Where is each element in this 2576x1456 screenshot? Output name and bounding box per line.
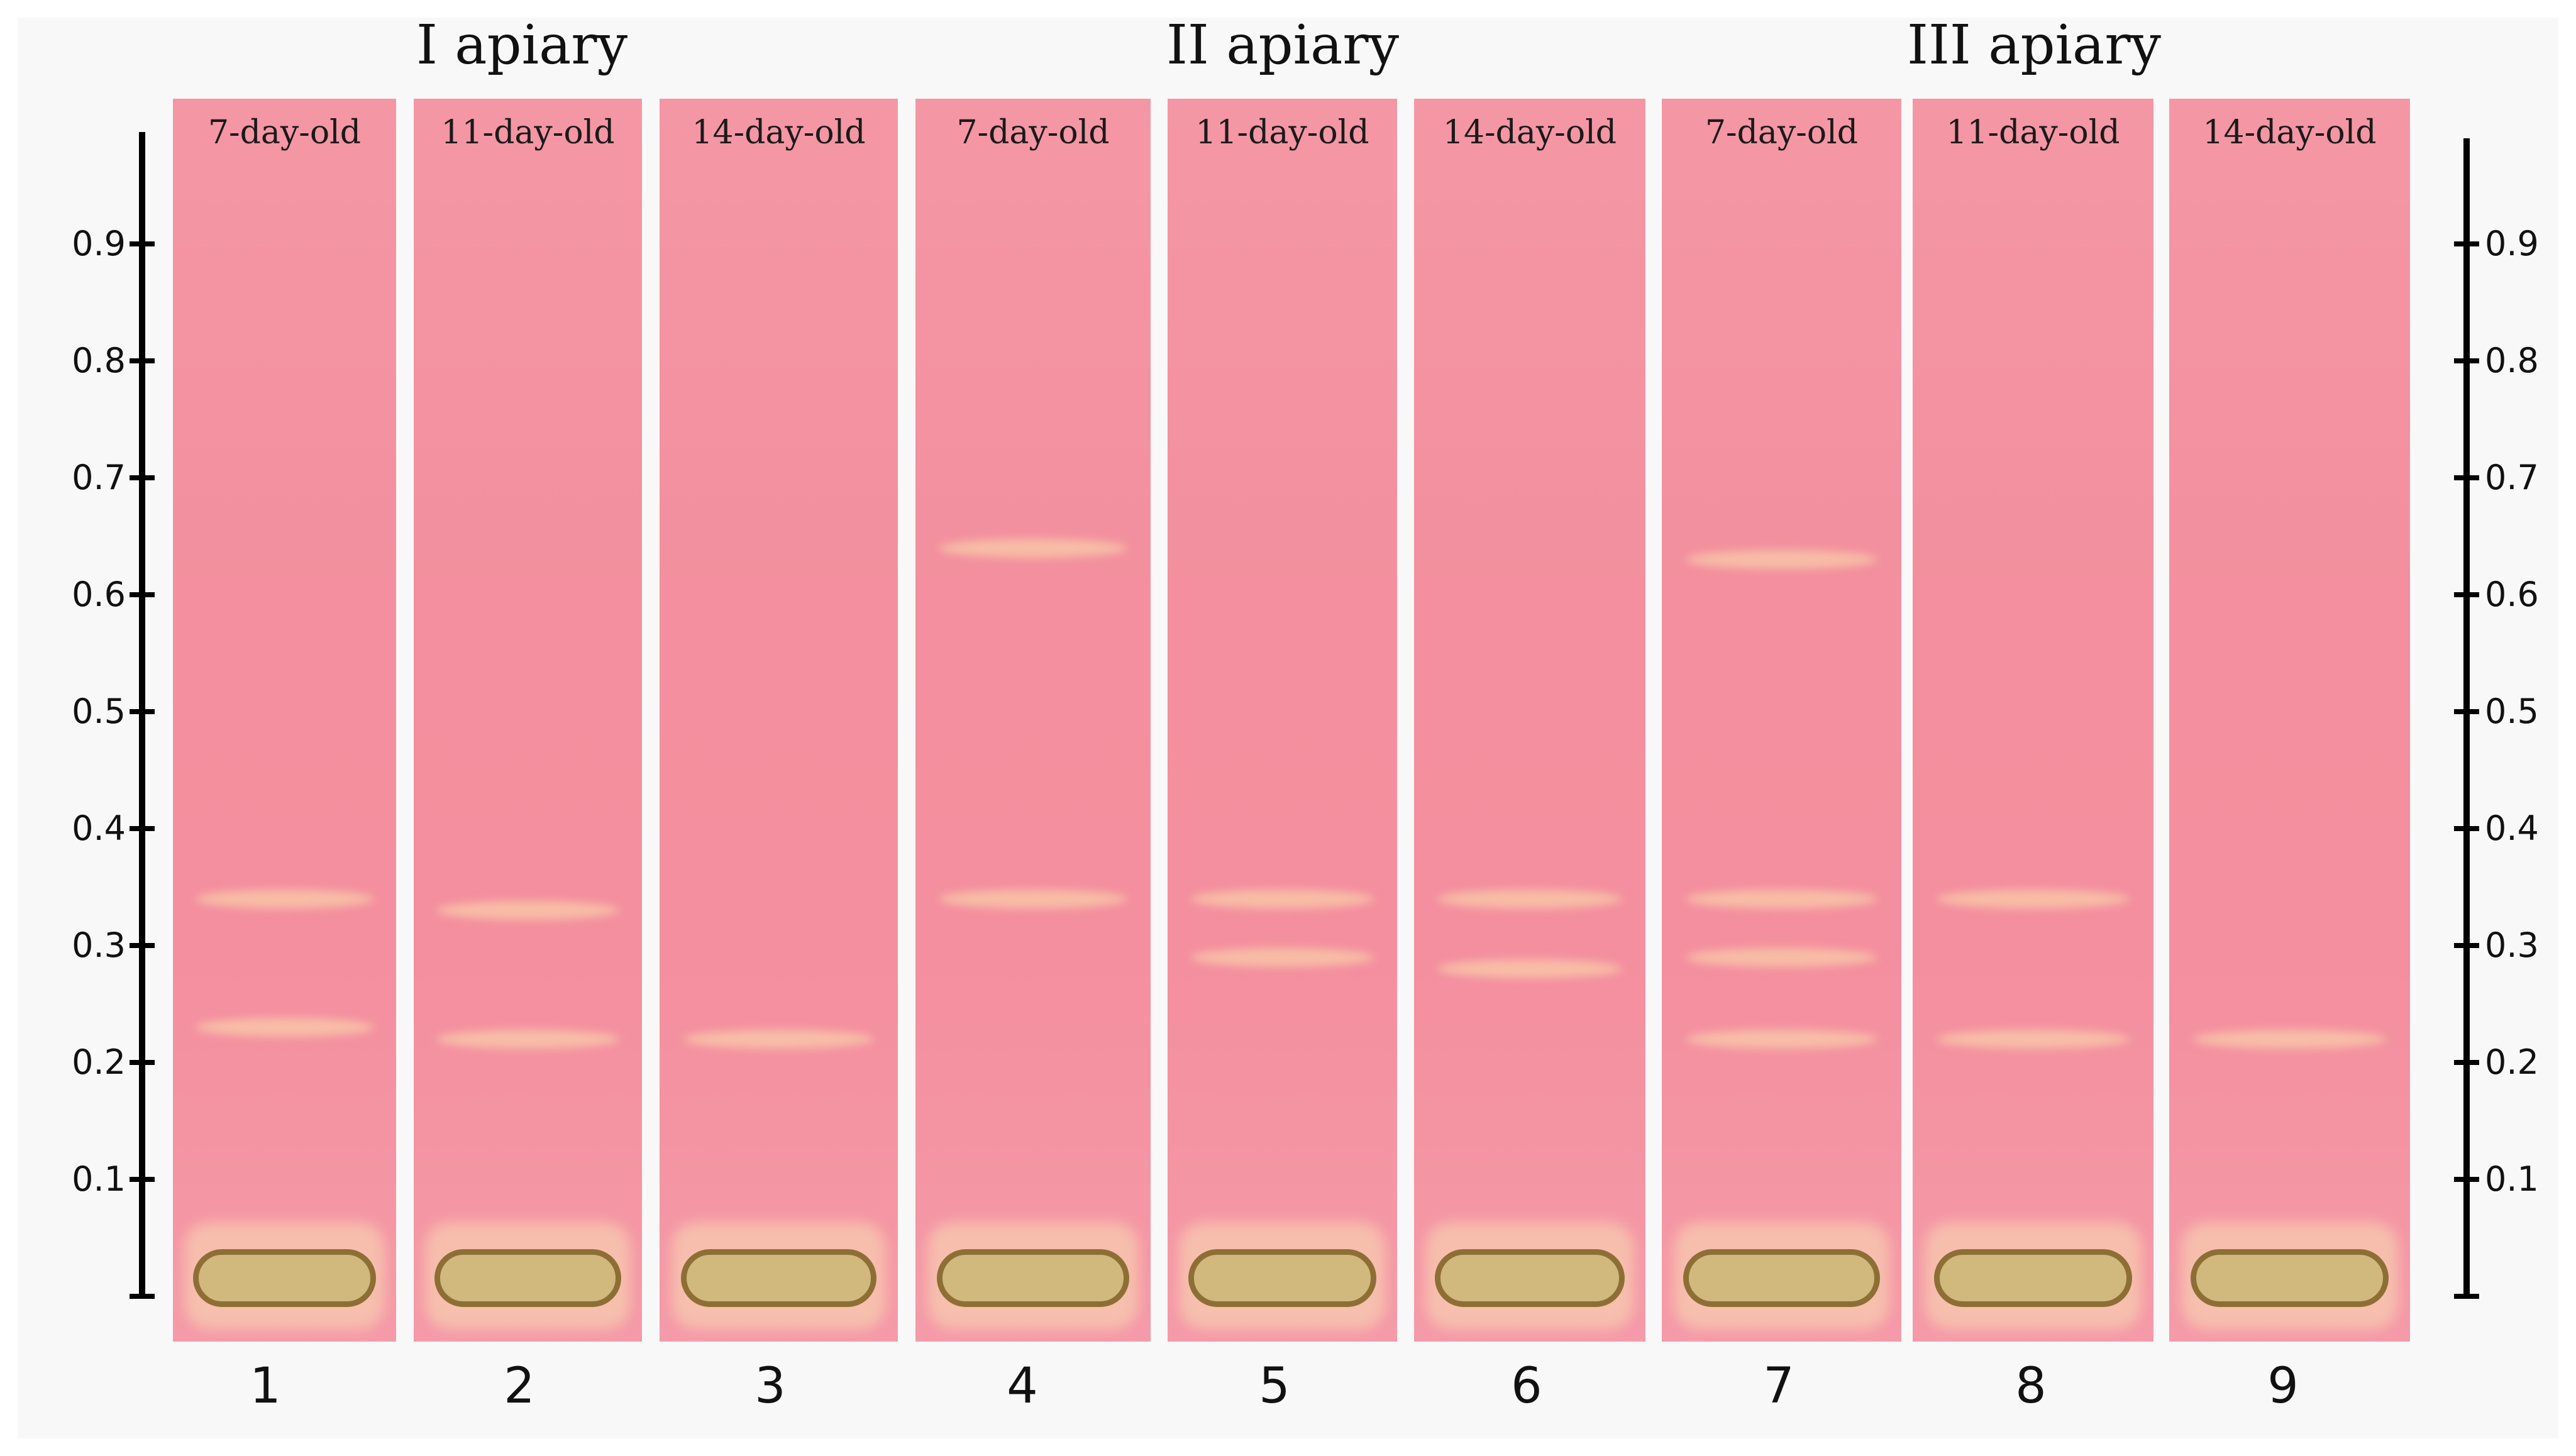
tlc-band	[436, 901, 619, 920]
lane-8: 11-day-old	[1913, 99, 2153, 1342]
lane-3: 14-day-old	[660, 99, 898, 1342]
tlc-band	[195, 889, 374, 908]
tlc-band	[2193, 1029, 2386, 1049]
left-axis-tick	[130, 709, 155, 714]
right-axis-label: 0.1	[2485, 1159, 2539, 1199]
lane-label: 7-day-old	[1705, 114, 1859, 152]
lane-1: 7-day-old	[173, 99, 396, 1342]
lane-6: 14-day-old	[1414, 99, 1645, 1342]
right-axis-label: 0.5	[2485, 692, 2539, 731]
tlc-band	[1686, 889, 1877, 908]
right-axis-label: 0.7	[2485, 458, 2539, 497]
left-axis-label: 0.9	[72, 224, 126, 263]
left-axis-label: 0.2	[72, 1042, 126, 1082]
lane-label: 11-day-old	[441, 114, 615, 152]
lane-label: 14-day-old	[1442, 114, 1617, 152]
left-axis-label: 0.7	[72, 458, 126, 497]
lane-number-8: 8	[2015, 1358, 2047, 1415]
lane-number-3: 3	[755, 1358, 786, 1415]
origin-spot	[2191, 1249, 2389, 1307]
left-axis-tick	[130, 475, 155, 480]
tlc-band	[1686, 947, 1877, 967]
right-axis-tick	[2454, 1177, 2479, 1182]
left-axis-tick	[130, 1060, 155, 1065]
left-axis-tick	[130, 943, 155, 948]
apiary-title-1: I apiary	[416, 14, 628, 77]
left-axis-label: 0.6	[72, 575, 126, 614]
lane-number-9: 9	[2267, 1358, 2299, 1415]
left-axis-label: 0.8	[72, 341, 126, 380]
lane-number-4: 4	[1007, 1358, 1038, 1415]
origin-spot	[1683, 1249, 1880, 1307]
lane-number-2: 2	[504, 1358, 535, 1415]
origin-spot	[681, 1249, 876, 1307]
tlc-band	[1437, 959, 1623, 979]
right-axis-label: 0.6	[2485, 575, 2539, 614]
right-axis-tick	[2454, 1060, 2479, 1065]
tlc-band	[1190, 889, 1374, 908]
origin-spot	[936, 1249, 1130, 1307]
right-axis-tick	[2454, 826, 2479, 831]
lane-label: 7-day-old	[207, 114, 362, 152]
right-axis-tick	[2454, 475, 2479, 480]
left-axis-label: 0.4	[72, 808, 126, 848]
right-axis-label: 0.9	[2485, 224, 2539, 263]
right-axis-tick	[2454, 1294, 2479, 1299]
right-axis-tick	[2454, 358, 2479, 363]
lane-label: 7-day-old	[956, 114, 1110, 152]
tlc-band	[939, 889, 1127, 908]
left-axis-tick	[130, 241, 155, 246]
right-rf-axis	[2463, 138, 2470, 1295]
lane-number-5: 5	[1259, 1358, 1290, 1415]
apiary-title-3: III apiary	[1906, 14, 2162, 77]
left-axis-tick	[130, 592, 155, 597]
left-axis-tick	[130, 1177, 155, 1182]
lane-9: 14-day-old	[2169, 99, 2410, 1342]
origin-spot	[1188, 1249, 1377, 1307]
tlc-band	[1190, 947, 1374, 967]
lane-number-7: 7	[1763, 1358, 1794, 1415]
lane-label: 11-day-old	[1946, 114, 2120, 152]
right-axis-tick	[2454, 241, 2479, 246]
tlc-band	[939, 538, 1127, 558]
left-axis-label: 0.1	[72, 1159, 126, 1199]
left-axis-tick	[130, 358, 155, 363]
tlc-band	[1437, 889, 1623, 908]
tlc-band	[683, 1029, 875, 1049]
origin-spot	[1435, 1249, 1625, 1307]
lane-7: 7-day-old	[1662, 99, 1901, 1342]
lane-2: 11-day-old	[414, 99, 642, 1342]
right-axis-tick	[2454, 592, 2479, 597]
right-axis-tick	[2454, 709, 2479, 714]
tlc-band	[1937, 1029, 2130, 1049]
right-axis-tick	[2454, 943, 2479, 948]
lane-5: 11-day-old	[1168, 99, 1397, 1342]
left-axis-label: 0.5	[72, 692, 126, 731]
right-axis-label: 0.4	[2485, 808, 2539, 848]
origin-spot	[192, 1249, 377, 1307]
apiary-title-2: II apiary	[1166, 14, 1400, 77]
lane-label: 11-day-old	[1195, 114, 1369, 152]
lane-number-1: 1	[250, 1358, 281, 1415]
tlc-band	[195, 1018, 374, 1037]
left-axis-label: 0.3	[72, 925, 126, 965]
lane-number-6: 6	[1511, 1358, 1542, 1415]
right-axis-label: 0.3	[2485, 925, 2539, 965]
lane-4: 7-day-old	[915, 99, 1151, 1342]
origin-spot	[1934, 1249, 2132, 1307]
lane-label: 14-day-old	[2203, 114, 2377, 152]
left-axis-tick	[130, 1294, 155, 1299]
tlc-band	[1686, 1029, 1877, 1049]
left-rf-axis	[139, 132, 145, 1298]
right-axis-label: 0.2	[2485, 1042, 2539, 1082]
left-axis-tick	[130, 826, 155, 831]
lane-label: 14-day-old	[692, 114, 866, 152]
tlc-band	[1937, 889, 2130, 908]
origin-spot	[434, 1249, 622, 1307]
tlc-band	[436, 1029, 619, 1049]
tlc-band	[1686, 550, 1877, 570]
right-axis-label: 0.8	[2485, 341, 2539, 380]
